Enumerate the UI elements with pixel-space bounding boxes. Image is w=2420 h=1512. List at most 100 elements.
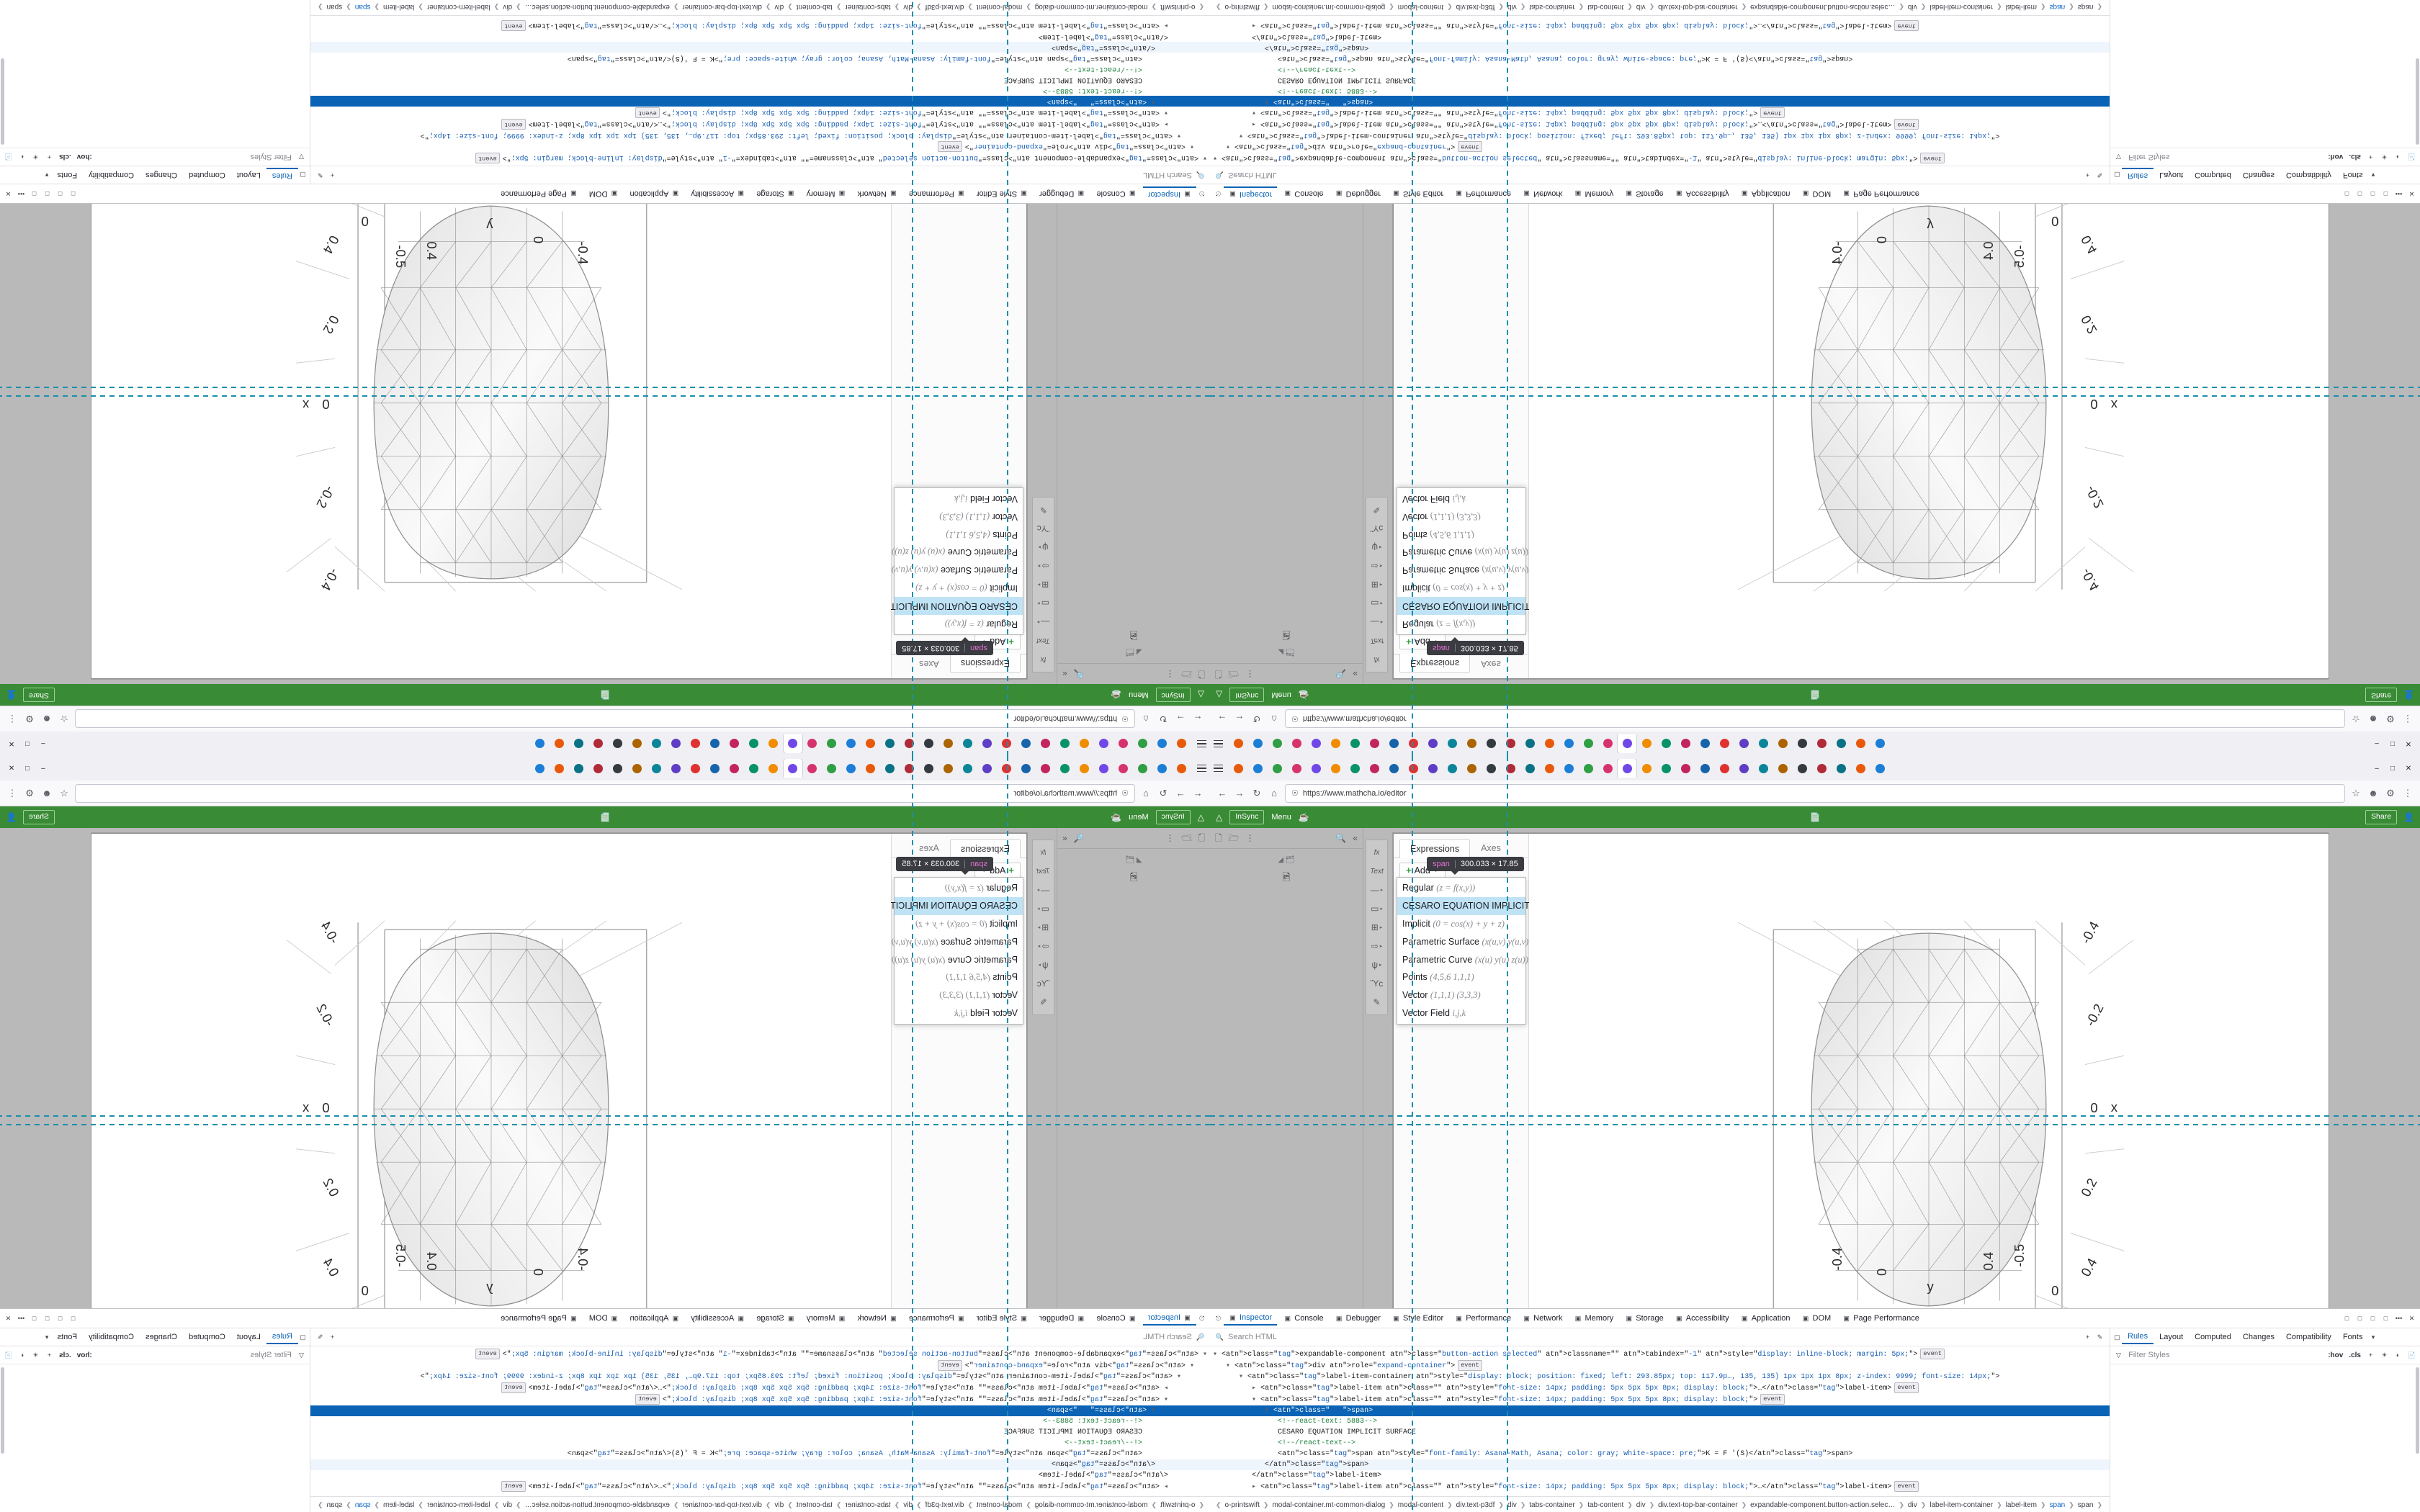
print-media-icon[interactable]: 📄 (4, 1351, 13, 1359)
devtools-tab-memory[interactable]: ▣ Memory (802, 1312, 851, 1325)
browser-tab[interactable] (686, 734, 705, 753)
close-icon[interactable]: ✕ (5, 190, 12, 198)
screenshot-icon[interactable]: □ (71, 190, 76, 197)
new-file-icon[interactable]: 🗋 (1215, 833, 1222, 843)
dom-tree-line[interactable]: ▾ <atn">class="tag">label-item-container… (420, 1373, 1181, 1381)
dom-tree-line[interactable]: ▾ <atn">class="tag">label-item-container… (420, 131, 1181, 139)
event-badge[interactable]: event (501, 1382, 526, 1393)
browser-tab[interactable] (667, 734, 686, 753)
devtools-tab-application[interactable]: ▣ Application (1736, 187, 1796, 200)
browser-tab[interactable] (1114, 759, 1133, 778)
browser-tab[interactable] (1036, 734, 1055, 753)
browser-tab[interactable] (1832, 734, 1850, 753)
browser-tab[interactable] (647, 759, 666, 778)
eyedropper-icon[interactable]: ✎ (2097, 1333, 2103, 1341)
devtools-tab-application[interactable]: ▣ Application (1736, 1312, 1796, 1325)
light-mode-icon[interactable]: ☀ (32, 153, 39, 161)
bookmark-icon[interactable]: ☆ (60, 714, 68, 725)
line-tool[interactable]: — ▸ (1033, 613, 1054, 631)
maximize-icon[interactable]: □ (24, 739, 30, 748)
maximize-icon[interactable]: □ (2390, 739, 2396, 748)
breadcrumb-item[interactable]: div.text-top-bar-container (682, 1500, 762, 1509)
mathcha-logo-icon[interactable]: △ (1216, 690, 1223, 700)
browser-tab[interactable] (1501, 759, 1520, 778)
chevron-right-icon[interactable]: ▸ (1379, 563, 1383, 568)
bookmark-icon[interactable]: ☆ (60, 787, 68, 798)
html-search-bar[interactable]: 🔍 Search HTML + ✎ (310, 1328, 1210, 1346)
minimize-icon[interactable]: – (41, 739, 45, 748)
event-badge[interactable]: event (501, 1481, 526, 1492)
browser-tab[interactable] (628, 759, 647, 778)
devtools-tab-style-editor[interactable]: ▣ Style Editor (972, 187, 1033, 200)
browser-tab[interactable] (1676, 759, 1695, 778)
breadcrumb-item[interactable]: span (354, 1500, 371, 1509)
hov-toggle[interactable]: :hov (76, 1351, 92, 1359)
html-search-bar[interactable]: 🔍 Search HTML + ✎ (1210, 1328, 2110, 1346)
event-badge[interactable]: event (938, 1360, 962, 1371)
devtools-tab-performance[interactable]: ▣ Performance (904, 187, 970, 200)
reload-icon[interactable]: ↻ (1159, 714, 1168, 725)
split-console-icon[interactable]: □ (32, 1315, 37, 1322)
menu-item[interactable]: Vector (1,1,1) (3,3,3) (895, 986, 1023, 1004)
plot-tool[interactable]: ψ ▸ (1033, 538, 1054, 557)
insync-button[interactable]: InSync (1155, 688, 1191, 702)
event-badge[interactable]: event (1894, 20, 1919, 31)
breadcrumb-item[interactable]: div.text-top-bar-container (1658, 3, 1738, 12)
browser-tab[interactable] (531, 734, 550, 753)
devtools-tab-accessibility[interactable]: ▣ Accessibility (686, 187, 750, 200)
browser-tab[interactable] (1248, 759, 1267, 778)
breadcrumb-item[interactable]: modal-container.mt-common-dialog (1034, 1500, 1148, 1509)
line-tool[interactable]: — ▸ (1366, 613, 1387, 631)
close-icon[interactable]: ✕ (5, 1314, 12, 1322)
devtools-tab-network[interactable]: ▣ Network (1518, 1312, 1567, 1325)
menu-button[interactable]: Menu (1129, 813, 1149, 822)
dark-mode-icon[interactable]: ◐ (2396, 153, 2401, 161)
devtools-tab-dom[interactable]: ▣ DOM (1797, 1312, 1837, 1325)
more-icon[interactable]: ⋮ (1245, 669, 1255, 679)
new-folder-icon[interactable]: 🗁 (1180, 669, 1192, 679)
add-expression-menu[interactable]: Regular (z = f(x,y)) CESARO EQUATION IMPL… (806, 877, 1023, 1025)
devtools-tab-storage[interactable]: ▣ Storage (1620, 1312, 1669, 1325)
add-node-icon[interactable]: + (330, 171, 335, 179)
breadcrumb-item[interactable]: div.text-top-bar-container (1658, 1500, 1738, 1509)
breadcrumb-item[interactable]: label-item-container (1930, 3, 1994, 12)
menu-item[interactable]: CESARO EQUATION IMPLICIT SURFACE K = F ′… (806, 597, 1023, 616)
dom-tree-line[interactable]: ▾ <atn">class="tag">label-item-container… (1239, 1373, 2000, 1381)
browser-tab[interactable] (1637, 734, 1656, 753)
browser-tab[interactable] (1384, 759, 1403, 778)
dom-tree-line[interactable]: </atn">class="tag">label-item> (1252, 1472, 1382, 1480)
user-icon[interactable]: 👤 (6, 812, 17, 822)
breadcrumb-item[interactable]: expandable-component.button-action.selec… (524, 3, 670, 12)
html-search-bar[interactable]: 🔍 Search HTML + ✎ (1210, 166, 2110, 184)
home-icon[interactable]: ⌂ (1271, 788, 1277, 798)
devtools-tab-accessibility[interactable]: ▣ Accessibility (1670, 187, 1734, 200)
maximize-icon[interactable]: □ (2390, 764, 2396, 773)
breadcrumb-item[interactable]: div (503, 1500, 513, 1509)
browser-tab[interactable] (1423, 734, 1442, 753)
chevron-right-icon[interactable]: ▸ (1380, 888, 1384, 893)
style-filter-bar[interactable]: ▽ Filter Styles :hov .cls + ☀ ◐ 📄 (2110, 148, 2420, 166)
rules-tab-fonts[interactable]: Fonts (57, 171, 78, 179)
breadcrumb-item[interactable]: modal-container.mt-common-dialog (1272, 1500, 1386, 1509)
menu-button[interactable]: Menu (1271, 690, 1291, 699)
new-file-icon[interactable]: 🗋 (1198, 833, 1205, 843)
devtools-tab-performance[interactable]: ▣ Performance (1450, 1312, 1516, 1325)
menu-item[interactable]: Vector Field i,j,k (895, 1004, 1023, 1022)
browser-tab[interactable] (764, 759, 783, 778)
forward-icon[interactable]: → (1234, 788, 1245, 798)
chevron-right-icon[interactable]: ▸ (1379, 925, 1383, 930)
document-thumb-icon[interactable]: ◢ 🗂 🖻 (1125, 629, 1142, 656)
browser-tab[interactable] (667, 759, 686, 778)
browser-tab[interactable] (1326, 759, 1345, 778)
breadcrumb-item[interactable]: o-printswift (1160, 3, 1196, 12)
dom-tree-line[interactable]: ▸ <atn">class="tag">label-item atn">clas… (310, 1481, 1210, 1493)
split-console-icon[interactable]: □ (2383, 190, 2388, 197)
back-icon[interactable]: ← (1193, 788, 1203, 798)
browser-tab[interactable] (900, 759, 919, 778)
browser-tab[interactable] (1287, 734, 1306, 753)
dom-tree-line[interactable]: ▾ <atn">class="tag">div atn">role="expan… (310, 1360, 1210, 1372)
chevron-right-icon[interactable]: ▸ (1037, 944, 1041, 949)
box-tool[interactable]: ▭ ▸ (1033, 594, 1054, 613)
eyedropper-icon[interactable]: ✎ (317, 1333, 323, 1341)
chevron-right-icon[interactable]: ▸ (1379, 544, 1382, 549)
